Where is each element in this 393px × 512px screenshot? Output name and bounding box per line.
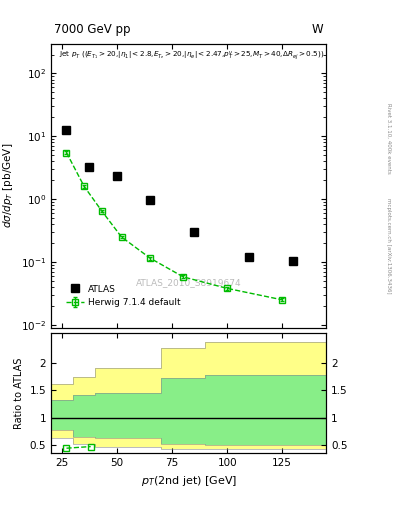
Legend: ATLAS, Herwig 7.1.4 default: ATLAS, Herwig 7.1.4 default xyxy=(64,283,183,309)
ATLAS xyxy=(291,258,296,264)
ATLAS xyxy=(148,197,152,203)
Text: W: W xyxy=(312,24,323,36)
Text: 7000 GeV pp: 7000 GeV pp xyxy=(54,24,130,36)
ATLAS xyxy=(64,127,69,133)
Text: Rivet 3.1.10, 400k events: Rivet 3.1.10, 400k events xyxy=(386,103,391,174)
Text: Jet $p_T$ (($E_{T_1}$$>$20,$|\eta_1|$$<$2.8,$E_{T_e}$$>$20,$|\eta_e|$$<$2.47,$p_: Jet $p_T$ (($E_{T_1}$$>$20,$|\eta_1|$$<$… xyxy=(59,49,325,61)
ATLAS xyxy=(247,254,252,260)
ATLAS xyxy=(86,164,91,170)
ATLAS xyxy=(115,174,119,180)
Y-axis label: Ratio to ATLAS: Ratio to ATLAS xyxy=(14,357,24,429)
X-axis label: $p_T$(2nd jet) [GeV]: $p_T$(2nd jet) [GeV] xyxy=(141,474,237,487)
Y-axis label: $d\sigma/dp_{T}$ [pb/GeV]: $d\sigma/dp_{T}$ [pb/GeV] xyxy=(1,143,15,228)
ATLAS xyxy=(192,229,196,235)
Text: ATLAS_2010_S8919674: ATLAS_2010_S8919674 xyxy=(136,278,241,287)
Text: mcplots.cern.ch [arXiv:1306.3436]: mcplots.cern.ch [arXiv:1306.3436] xyxy=(386,198,391,293)
Line: ATLAS: ATLAS xyxy=(62,126,297,265)
